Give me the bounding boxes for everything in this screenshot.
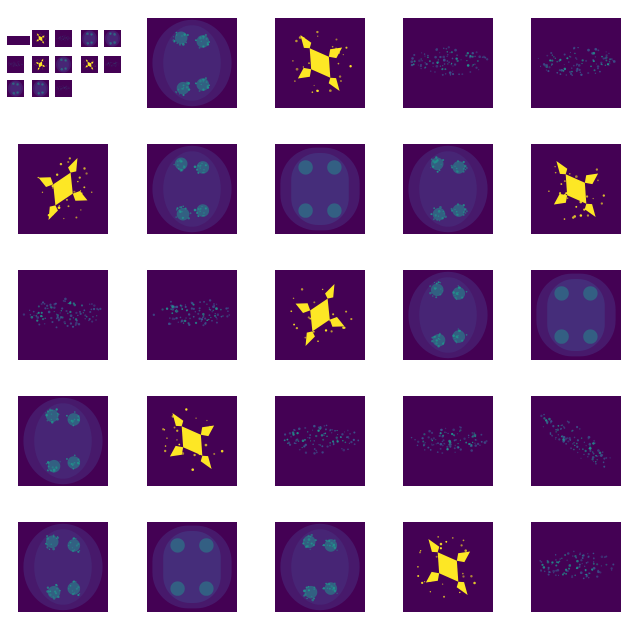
mosaic-thumbnail xyxy=(32,80,49,97)
fractal-tile xyxy=(275,18,365,108)
fractal-tile xyxy=(403,18,493,108)
fractal-tile xyxy=(403,396,493,486)
fractal-tile xyxy=(18,270,108,360)
fractal-tile xyxy=(147,18,237,108)
mosaic-thumbnail xyxy=(55,56,72,73)
fractal-tile xyxy=(18,522,108,612)
fractal-tile xyxy=(275,396,365,486)
mosaic-thumbnail xyxy=(81,56,98,73)
fractal-tile xyxy=(531,18,621,108)
fractal-tile xyxy=(403,144,493,234)
fractal-tile xyxy=(403,522,493,612)
fractal-tile xyxy=(531,522,621,612)
mosaic-thumbnail xyxy=(55,80,72,97)
thumbnail-mosaic xyxy=(0,0,128,110)
mosaic-thumbnail xyxy=(18,36,30,45)
fractal-tile xyxy=(275,522,365,612)
mosaic-thumbnail xyxy=(32,56,49,73)
fractal-tile xyxy=(18,396,108,486)
fractal-tile xyxy=(275,144,365,234)
fractal-tile xyxy=(18,144,108,234)
fractal-tile xyxy=(147,396,237,486)
fractal-tile xyxy=(147,270,237,360)
mosaic-thumbnail xyxy=(32,30,49,47)
mosaic-thumbnail xyxy=(55,30,72,47)
fractal-tile xyxy=(531,270,621,360)
mosaic-thumbnail xyxy=(104,30,121,47)
mosaic-thumbnail xyxy=(81,30,98,47)
fractal-tile xyxy=(275,270,365,360)
fractal-tile xyxy=(531,144,621,234)
mosaic-thumbnail xyxy=(7,56,24,73)
mosaic-thumbnail xyxy=(7,36,19,45)
mosaic-thumbnail xyxy=(7,80,24,97)
fractal-tile xyxy=(403,270,493,360)
fractal-tile xyxy=(531,396,621,486)
fractal-tile xyxy=(147,144,237,234)
mosaic-thumbnail xyxy=(104,56,121,73)
fractal-tile xyxy=(147,522,237,612)
